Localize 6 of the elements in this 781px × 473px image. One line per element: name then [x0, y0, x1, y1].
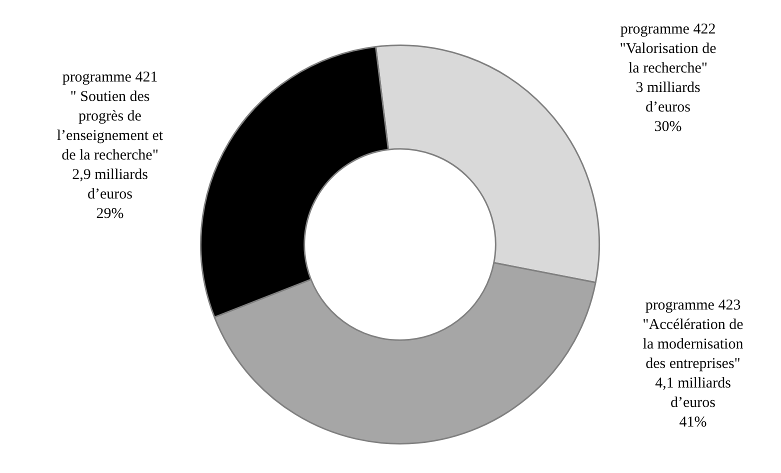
- slice-label: programme 421 " Soutien des progrès de l’enseignement et de la recherche": [56, 69, 164, 164]
- data-label: 4,1 milliards d’euros 41%: [655, 375, 732, 430]
- data-label: 3 milliards d’euros 30%: [636, 80, 700, 135]
- slice-label: programme 422 "Valorisation de la recherche": [620, 21, 717, 76]
- slice-label: programme 423 "Accélération de la modernisation des entreprises": [642, 297, 744, 372]
- data-label: 2,9 milliards d’euros 29%: [72, 166, 148, 222]
